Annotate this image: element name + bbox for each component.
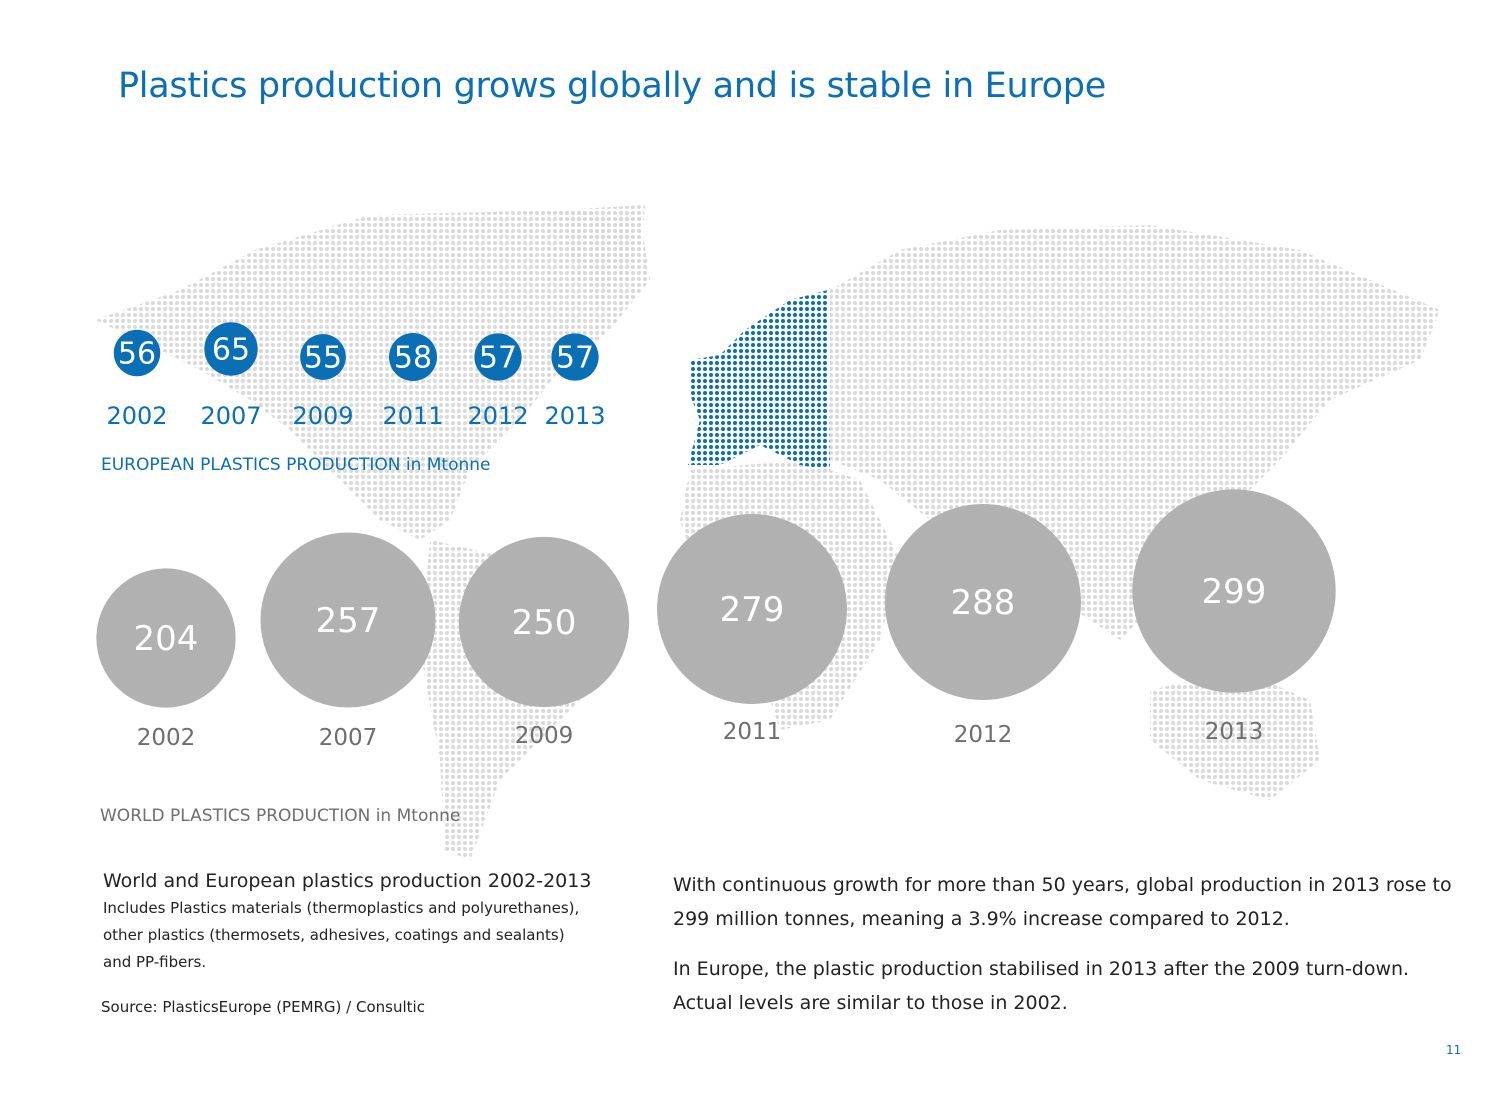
bubble-value-label: 288 bbox=[951, 583, 1016, 623]
year-label: 2013 bbox=[544, 402, 605, 430]
map-north-america bbox=[95, 210, 650, 540]
world-series-label: WORLD PLASTICS PRODUCTION in Mtonne bbox=[100, 806, 461, 826]
body-paragraph: In Europe, the plastic production stabil… bbox=[673, 958, 1410, 1014]
caption-line: other plastics (thermosets, adhesives, c… bbox=[103, 926, 565, 944]
page-number: 11 bbox=[1446, 1043, 1462, 1057]
bubble-value-label: 57 bbox=[556, 341, 594, 376]
bubble-2012 bbox=[885, 504, 1081, 700]
bubble-2011 bbox=[388, 332, 438, 382]
bubble-2002 bbox=[96, 568, 236, 708]
year-label: 2002 bbox=[106, 402, 167, 430]
bubble-value-label: 257 bbox=[316, 601, 381, 641]
year-label: 2012 bbox=[467, 402, 528, 430]
year-label: 2007 bbox=[200, 402, 261, 430]
map-greenland bbox=[560, 205, 645, 300]
year-label: 2012 bbox=[954, 722, 1013, 748]
page-title: Plastics production grows globally and i… bbox=[118, 66, 1106, 106]
bubble-2011 bbox=[657, 514, 847, 704]
body-paragraph: With continuous growth for more than 50 … bbox=[673, 874, 1452, 930]
bubble-2013 bbox=[551, 333, 599, 381]
bubble-value-label: 279 bbox=[720, 590, 785, 630]
year-label: 2011 bbox=[723, 719, 782, 745]
bubble-value-label: 58 bbox=[394, 341, 432, 376]
caption-line: Includes Plastics materials (thermoplast… bbox=[103, 899, 580, 917]
bubble-2007 bbox=[260, 532, 436, 708]
year-label: 2009 bbox=[292, 402, 353, 430]
europe-series-label: EUROPEAN PLASTICS PRODUCTION in Mtonne bbox=[101, 455, 491, 475]
year-label: 2013 bbox=[1205, 719, 1264, 745]
source-note: Source: PlasticsEurope (PEMRG) / Consult… bbox=[101, 998, 425, 1016]
year-label: 2002 bbox=[137, 725, 196, 751]
bubble-value-label: 55 bbox=[304, 341, 342, 376]
map-europe bbox=[688, 290, 830, 470]
bubble-value-label: 299 bbox=[1202, 572, 1267, 612]
year-label: 2007 bbox=[319, 725, 378, 751]
body-text: With continuous growth for more than 50 … bbox=[673, 868, 1463, 1036]
bubble-value-label: 57 bbox=[479, 341, 517, 376]
bubble-2012 bbox=[474, 333, 522, 381]
bubble-value-label: 204 bbox=[134, 619, 199, 659]
bubble-2007 bbox=[204, 322, 258, 376]
bubble-value-label: 65 bbox=[212, 333, 250, 368]
bubble-2002 bbox=[113, 329, 161, 377]
year-label: 2011 bbox=[382, 402, 443, 430]
bubble-value-label: 56 bbox=[118, 337, 156, 372]
bubble-2013 bbox=[1132, 489, 1336, 693]
year-label: 2009 bbox=[515, 723, 574, 749]
map-australia bbox=[1150, 670, 1320, 800]
bubble-2009 bbox=[458, 536, 630, 708]
caption-line: and PP-fibers. bbox=[103, 953, 207, 971]
figure-caption: World and European plastics production 2… bbox=[103, 868, 643, 976]
bubble-value-label: 250 bbox=[512, 603, 577, 643]
caption-title: World and European plastics production 2… bbox=[103, 870, 592, 892]
bubble-2009 bbox=[300, 334, 346, 380]
